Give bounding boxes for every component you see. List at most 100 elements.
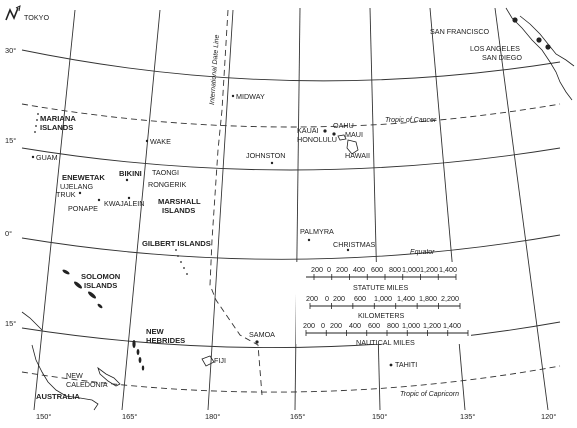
naut-tick-2: 200	[330, 321, 342, 330]
km-tick-2: 200	[333, 294, 345, 303]
palmyra-dot	[307, 238, 311, 242]
bikini-label: BIKINI	[119, 169, 142, 178]
nautical-miles-scale: 200 0 200 400 600 800 1,000 1,200 1,400 …	[303, 321, 469, 347]
midway-dot	[231, 94, 235, 98]
km-tick-6: 1,800	[419, 294, 437, 303]
maui-shape	[337, 134, 347, 141]
solomon-label-2: ISLANDS	[84, 281, 117, 290]
north-arrow-icon	[5, 5, 21, 21]
parallel-15	[21, 147, 561, 171]
parallel-0	[21, 234, 561, 260]
los-angeles-dot	[536, 37, 542, 43]
lat-label-0: 0°	[5, 229, 12, 238]
statute-tick-7: 1,200	[420, 265, 438, 274]
truk-label: TRUK	[56, 190, 76, 199]
date-line	[209, 9, 263, 396]
km-tick-0: 200	[306, 294, 318, 303]
los-angeles-label: LOS ANGELES	[470, 44, 520, 53]
new-hebrides-label-2: HEBRIDES	[146, 336, 185, 345]
kwajalein-label: KWAJALEIN	[104, 199, 144, 208]
maui-label: MAUI	[345, 130, 363, 139]
gilbert-islands-dots	[175, 249, 188, 275]
kilometers-scale: 200 0 200 600 1,000 1,400 1,800 2,200 KI…	[306, 294, 461, 320]
solomon-label-1: SOLOMON	[81, 272, 120, 281]
km-tick-5: 1,400	[397, 294, 415, 303]
naut-tick-3: 400	[349, 321, 361, 330]
san-diego-dot	[545, 44, 551, 50]
enewetak-label: ENEWETAK	[62, 173, 105, 182]
meridian-165w	[294, 7, 301, 411]
honolulu-label: HONOLULU	[297, 135, 337, 144]
hawaii-shape	[346, 139, 359, 155]
oahu-dot	[332, 132, 336, 136]
midway-label: MIDWAY	[236, 92, 265, 101]
kauai-dot	[323, 129, 327, 133]
christmas-label: CHRISTMAS	[333, 240, 376, 249]
taongi-label: TAONGI	[152, 168, 179, 177]
ujelang-label: UJELANG	[60, 182, 94, 191]
lat-label-30: 30°	[5, 46, 16, 55]
km-tick-1: 0	[325, 294, 329, 303]
statute-miles-scale: 200 0 200 400 600 800 1,000 1,200 1,400 …	[306, 265, 457, 292]
tokyo-label: TOKYO	[24, 13, 49, 22]
north-america-coastline	[505, 7, 575, 101]
johnston-dot	[270, 161, 274, 165]
lat-label-15s: 15°	[5, 319, 16, 328]
new-caledonia-label-2: CALEDONIA	[66, 380, 108, 389]
km-tick-7: 2,200	[441, 294, 459, 303]
tropic-capricorn-label: Tropic of Capricorn	[400, 391, 459, 398]
truk-dot	[78, 191, 82, 195]
new-hebrides-label-1: NEW	[146, 327, 165, 336]
statute-tick-3: 400	[353, 265, 365, 274]
statute-tick-0: 200	[311, 265, 323, 274]
san-diego-label: SAN DIEGO	[482, 53, 522, 62]
marshall-label-2: ISLANDS	[162, 206, 195, 215]
hawaii-label: HAWAII	[345, 151, 370, 160]
parallel-30	[21, 49, 561, 82]
oahu-label: OAHU	[333, 121, 354, 130]
lat-label-15n: 15°	[5, 136, 16, 145]
tropic-of-cancer-line	[21, 103, 561, 128]
km-title: KILOMETERS	[358, 311, 405, 320]
statute-tick-5: 800	[389, 265, 401, 274]
statute-tick-1: 0	[327, 265, 331, 274]
new-caledonia-shape	[97, 366, 121, 387]
equator-label: Equator	[410, 249, 435, 256]
meridian-150e	[33, 9, 76, 411]
kwajalein-dot	[127, 196, 131, 200]
new-caledonia-label-1: NEW	[66, 371, 83, 380]
statute-tick-6: 1,000	[402, 265, 420, 274]
guam-dot	[31, 155, 35, 159]
new-hebrides-shapes	[132, 340, 145, 371]
new-guinea-coastline	[21, 311, 43, 331]
tahiti-label: TAHITI	[395, 360, 417, 369]
lon-label-150e: 150°	[36, 412, 51, 421]
kauai-label: KAUAI	[297, 126, 319, 135]
meridian-135w	[429, 7, 466, 411]
naut-tick-5: 800	[387, 321, 399, 330]
johnston-label: JOHNSTON	[246, 151, 285, 160]
fiji-label: FIJI	[214, 356, 226, 365]
statute-tick-8: 1,400	[439, 265, 457, 274]
tropic-of-capricorn-line	[21, 365, 561, 393]
mariana-label-1: MARIANA	[40, 114, 76, 123]
samoa-dot	[255, 340, 259, 344]
ponape-dot	[97, 198, 101, 202]
lon-label-120w: 120°	[541, 412, 556, 421]
statute-tick-2: 200	[336, 265, 348, 274]
gilbert-label: GILBERT ISLANDS	[142, 239, 211, 248]
wake-dot	[145, 139, 149, 143]
bikini-dot	[125, 178, 129, 182]
meridian-120w	[494, 7, 549, 411]
palmyra-label: PALMYRA	[300, 227, 334, 236]
tropic-cancer-label: Tropic of Cancer	[385, 117, 437, 124]
naut-tick-8: 1,400	[443, 321, 461, 330]
lon-label-165e: 165°	[122, 412, 137, 421]
wake-label: WAKE	[150, 137, 171, 146]
samoa-label: SAMOA	[249, 330, 275, 339]
rongerik-label: RONGERIK	[148, 180, 187, 189]
naut-tick-7: 1,200	[423, 321, 441, 330]
statute-title: STATUTE MILES	[353, 283, 408, 292]
